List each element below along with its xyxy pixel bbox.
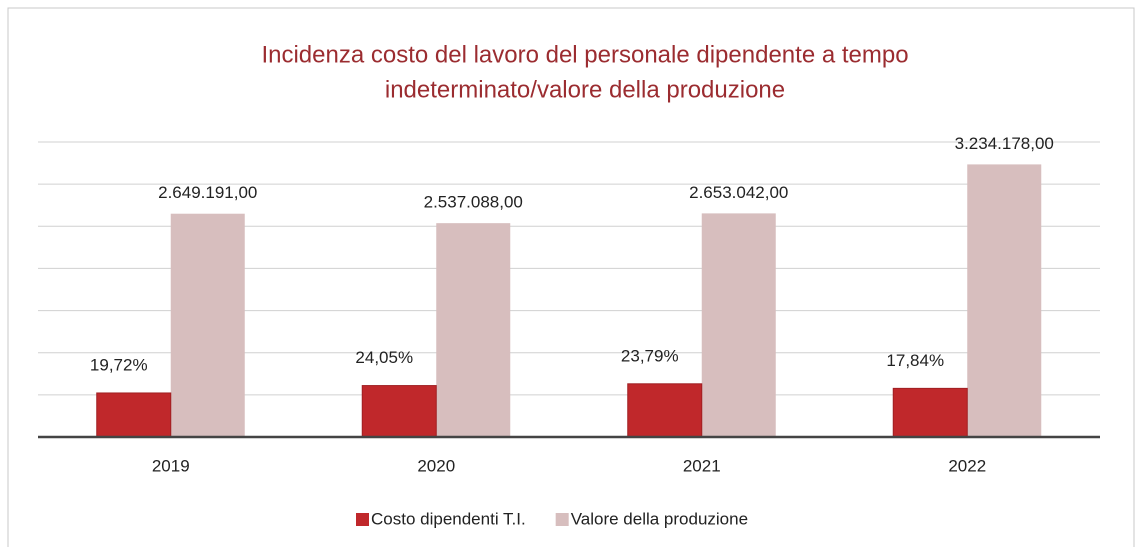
data-label: 3.234.178,00	[955, 134, 1054, 153]
data-label: 23,79%	[621, 346, 679, 365]
data-label: 24,05%	[355, 348, 413, 367]
x-tick-label: 2020	[417, 456, 455, 475]
data-label: 17,84%	[886, 351, 944, 370]
data-label: 2.649.191,00	[158, 183, 257, 202]
data-label: 2.653.042,00	[689, 183, 788, 202]
legend-swatch	[356, 513, 369, 526]
legend-label: Costo dipendenti T.I.	[371, 509, 526, 528]
x-tick-label: 2022	[948, 456, 986, 475]
bar	[967, 164, 1042, 437]
data-label: 19,72%	[90, 355, 148, 374]
bar	[701, 213, 776, 437]
legend-label: Valore della produzione	[571, 509, 748, 528]
bar	[170, 213, 245, 437]
bar	[627, 383, 703, 438]
bar	[361, 385, 437, 438]
data-label: 2.537.088,00	[424, 193, 523, 212]
chart-title: Incidenza costo del lavoro del personale…	[261, 41, 908, 68]
bar	[436, 223, 511, 437]
bar	[892, 387, 968, 438]
x-tick-label: 2021	[683, 456, 721, 475]
x-tick-label: 2019	[152, 456, 190, 475]
bar	[96, 392, 172, 438]
chart-title: indeterminato/valore della produzione	[385, 76, 785, 103]
legend-swatch	[555, 513, 569, 526]
